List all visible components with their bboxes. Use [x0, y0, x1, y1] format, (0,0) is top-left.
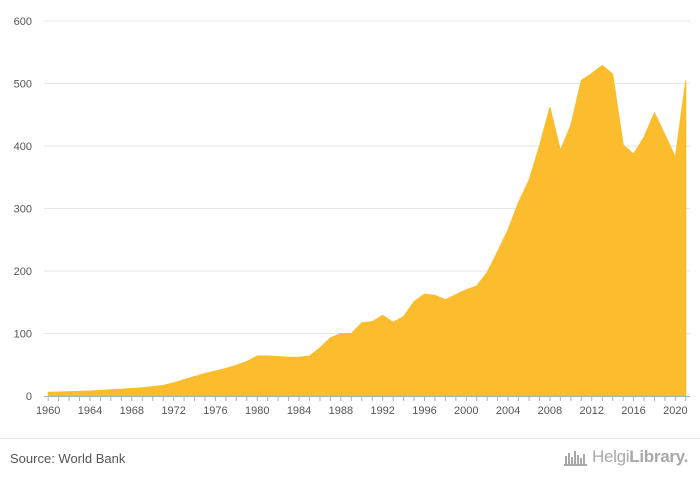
y-tick-label: 200 [14, 266, 32, 278]
data-point [234, 363, 238, 367]
y-tick-label: 0 [26, 391, 32, 403]
data-point [611, 72, 615, 76]
data-point [464, 288, 468, 292]
data-point [255, 354, 259, 358]
x-tick-label: 2020 [663, 405, 687, 417]
y-tick-label: 400 [14, 141, 32, 153]
data-point [78, 389, 82, 393]
y-tick-label: 600 [14, 16, 32, 28]
data-point [119, 387, 123, 391]
x-tick-label: 1984 [287, 405, 311, 417]
data-point [287, 355, 291, 359]
area-fill [47, 64, 687, 397]
data-point [276, 355, 280, 359]
data-point [642, 135, 646, 139]
data-point [328, 336, 332, 340]
data-point [297, 355, 301, 359]
y-tick-label: 300 [14, 204, 32, 216]
x-tick-label: 1996 [412, 405, 436, 417]
data-point [558, 148, 562, 152]
data-point [349, 332, 353, 336]
data-point [527, 178, 531, 182]
data-point [569, 123, 573, 127]
brand-name-part2: Library. [629, 447, 688, 466]
data-point [161, 383, 165, 387]
data-point [443, 298, 447, 302]
x-tick-label: 2016 [621, 405, 645, 417]
area-series [46, 63, 688, 397]
data-point [422, 292, 426, 296]
data-point [496, 250, 500, 254]
data-point [370, 320, 374, 324]
source-label: Source: World Bank [10, 451, 126, 466]
data-point [172, 381, 176, 385]
data-point [485, 270, 489, 274]
data-point [46, 390, 50, 394]
data-point [203, 372, 207, 376]
data-point [213, 369, 217, 373]
data-point [360, 321, 364, 325]
data-point [600, 63, 604, 67]
data-point [454, 293, 458, 297]
data-point [224, 367, 228, 371]
x-axis [44, 396, 690, 401]
brand-logo[interactable]: HelgiLibrary. [564, 447, 688, 467]
x-tick-label: 1980 [245, 405, 269, 417]
data-point [652, 111, 656, 115]
data-point [673, 155, 677, 159]
data-point [130, 387, 134, 391]
x-tick-label: 1972 [161, 405, 185, 417]
y-axis: 0 100 200 300 400 500 600 [14, 16, 32, 403]
data-point [579, 78, 583, 82]
data-point [663, 133, 667, 137]
data-point [433, 293, 437, 297]
data-point [67, 390, 71, 394]
x-tick-label: 1976 [203, 405, 227, 417]
data-point [381, 313, 385, 317]
x-tick-label: 1960 [36, 405, 60, 417]
data-point [517, 200, 521, 204]
y-tick-label: 500 [14, 79, 32, 91]
chart: 0 100 200 300 400 500 600 1960 1964 1968 1972 1976… [14, 16, 690, 417]
data-point [318, 346, 322, 350]
helgilibrary-logo-icon [564, 451, 588, 466]
data-point [621, 143, 625, 147]
x-tick-label: 1992 [370, 405, 394, 417]
data-point [140, 386, 144, 390]
x-tick-label: 2000 [454, 405, 478, 417]
x-tick-label: 1968 [120, 405, 144, 417]
data-point [412, 300, 416, 304]
brand-name-part1: Helgi [592, 447, 630, 466]
x-tick-label: 2012 [579, 405, 603, 417]
y-tick-label: 100 [14, 329, 32, 341]
data-point [98, 388, 102, 392]
x-tick-label: 2008 [538, 405, 562, 417]
data-point [88, 389, 92, 393]
data-point [684, 78, 688, 82]
data-point [339, 332, 343, 336]
data-point [57, 390, 61, 394]
data-point [402, 315, 406, 319]
data-point [548, 105, 552, 109]
x-tick-label: 1964 [78, 405, 102, 417]
data-point [506, 228, 510, 232]
data-point [475, 284, 479, 288]
data-point [590, 72, 594, 76]
data-point [109, 388, 113, 392]
data-point [266, 354, 270, 358]
data-point [182, 378, 186, 382]
x-tick-label: 2004 [496, 405, 520, 417]
data-point [537, 144, 541, 148]
data-point [308, 354, 312, 358]
x-tick-labels: 1960 1964 1968 1972 1976 1980 1984 1988 1992 1996… [36, 405, 688, 417]
footer: Source: World Bank HelgiLibrary. [0, 438, 700, 484]
data-point [391, 320, 395, 324]
x-tick-label: 1988 [329, 405, 353, 417]
data-point [245, 360, 249, 364]
data-point [151, 385, 155, 389]
data-point [193, 375, 197, 379]
data-point [632, 152, 636, 156]
